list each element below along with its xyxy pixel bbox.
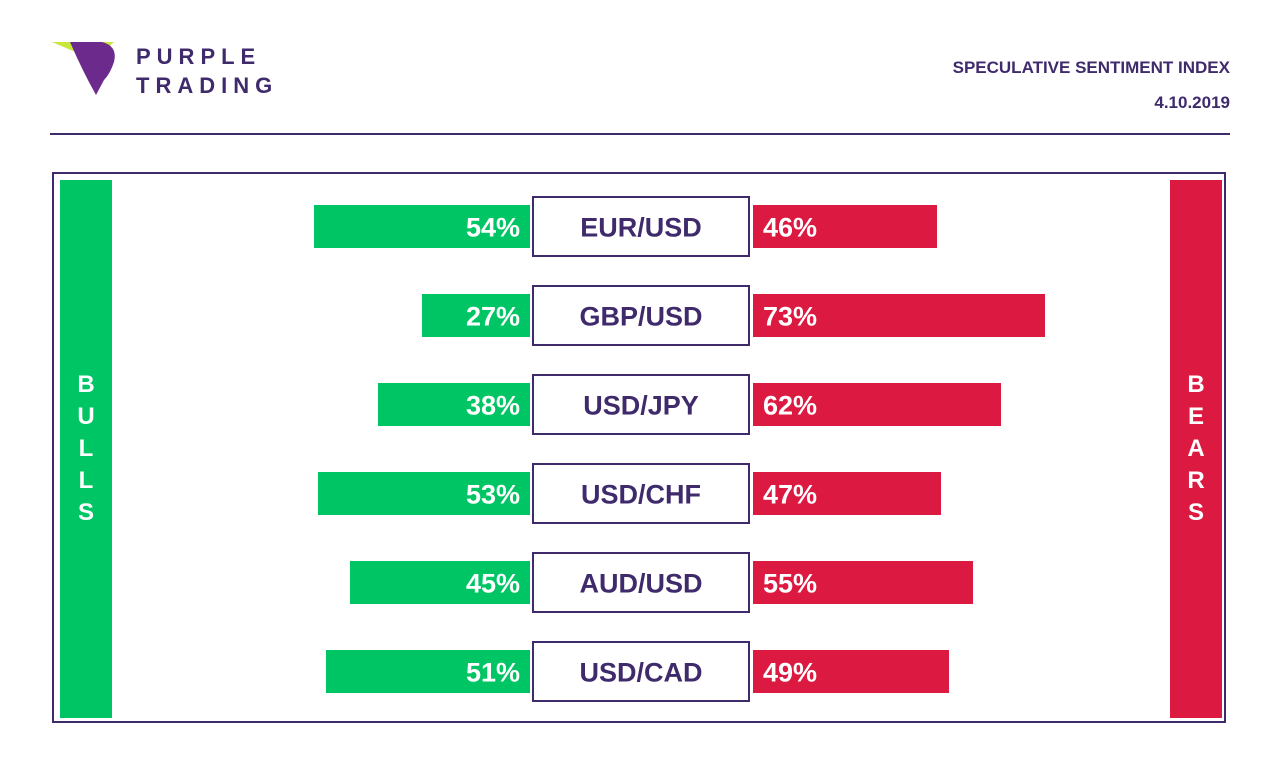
pair-box (532, 374, 750, 435)
bear-percent-label: 46% (763, 213, 817, 243)
brand-logo: PURPLE TRADING (52, 40, 312, 100)
currency-pair-label: AUD/USD (579, 569, 702, 599)
bull-bar (350, 561, 530, 604)
bear-percent-label: 47% (763, 480, 817, 510)
bear-bar (753, 383, 1001, 426)
pair-box (532, 641, 750, 702)
bull-bar (318, 472, 530, 515)
bull-percent-label: 27% (466, 302, 520, 332)
logo-mark-icon (52, 42, 115, 95)
pair-box (532, 552, 750, 613)
bear-bar (753, 472, 941, 515)
currency-pair-label: EUR/USD (580, 213, 702, 243)
bear-percent-label: 55% (763, 569, 817, 599)
pair-box (532, 285, 750, 346)
bear-percent-label: 73% (763, 302, 817, 332)
brand-line-1: PURPLE (136, 44, 262, 69)
bull-percent-label: 45% (466, 569, 520, 599)
bear-percent-label: 49% (763, 658, 817, 688)
header-divider (50, 133, 1230, 135)
currency-pair-label: USD/CAD (579, 658, 702, 688)
bull-percent-label: 53% (466, 480, 520, 510)
bear-bar (753, 205, 937, 248)
bull-bar (422, 294, 530, 337)
currency-pair-label: USD/CHF (581, 480, 701, 510)
bull-percent-label: 51% (466, 658, 520, 688)
report-date: 4.10.2019 (1154, 93, 1230, 112)
bull-bar (378, 383, 530, 426)
pair-box (532, 196, 750, 257)
bulls-side-bar: B U L L S (60, 180, 112, 718)
bears-label: B E A R S (1187, 371, 1205, 526)
currency-pair-label: GBP/USD (579, 302, 702, 332)
chart-frame (52, 172, 1226, 723)
bear-percent-label: 62% (763, 391, 817, 421)
bull-bar (314, 205, 530, 248)
bull-percent-label: 54% (466, 213, 520, 243)
currency-pair-label: USD/JPY (583, 391, 699, 421)
bulls-label: B U L L S (77, 371, 95, 526)
pair-box (532, 463, 750, 524)
bull-percent-label: 38% (466, 391, 520, 421)
brand-wordmark: PURPLE TRADING (136, 42, 278, 100)
bears-side-bar: B E A R S (1170, 180, 1222, 718)
bear-bar (753, 561, 973, 604)
page-title: SPECULATIVE SENTIMENT INDEX (952, 58, 1230, 77)
bear-bar (753, 650, 949, 693)
bull-bar (326, 650, 530, 693)
brand-line-2: TRADING (136, 73, 279, 98)
bear-bar (753, 294, 1045, 337)
